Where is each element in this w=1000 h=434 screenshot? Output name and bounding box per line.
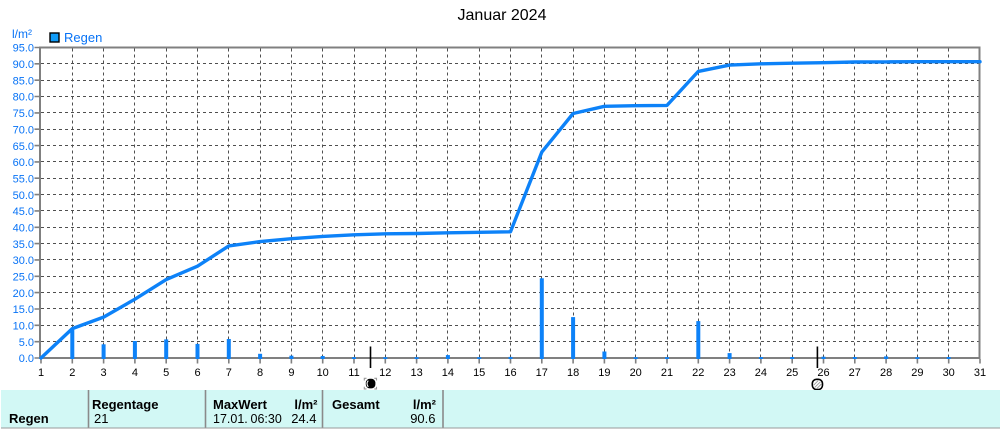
svg-text:90.6: 90.6	[410, 411, 435, 426]
svg-text:15.0: 15.0	[13, 304, 34, 316]
svg-text:12: 12	[379, 367, 391, 379]
svg-text:90.0: 90.0	[13, 59, 34, 71]
svg-text:l/m²: l/m²	[294, 397, 318, 412]
svg-text:19: 19	[598, 367, 610, 379]
svg-text:5: 5	[163, 367, 169, 379]
svg-text:11: 11	[348, 367, 359, 379]
svg-text:24.4: 24.4	[291, 411, 316, 426]
svg-text:29: 29	[911, 367, 923, 379]
svg-text:13: 13	[410, 367, 422, 379]
svg-text:Januar 2024: Januar 2024	[458, 7, 547, 24]
svg-text:27: 27	[849, 367, 861, 379]
svg-text:16: 16	[504, 367, 516, 379]
svg-text:21: 21	[94, 411, 108, 426]
svg-text:18: 18	[567, 367, 579, 379]
svg-text:70.0: 70.0	[13, 124, 34, 136]
svg-text:Regentage: Regentage	[92, 397, 158, 412]
svg-text:2: 2	[69, 367, 75, 379]
svg-text:10.0: 10.0	[13, 321, 34, 333]
svg-text:Gesamt: Gesamt	[332, 397, 380, 412]
svg-text:55.0: 55.0	[13, 173, 34, 185]
svg-text:23: 23	[723, 367, 735, 379]
svg-text:30.0: 30.0	[13, 255, 34, 267]
svg-text:26: 26	[817, 367, 829, 379]
svg-text:10: 10	[317, 367, 329, 379]
svg-text:MaxWert: MaxWert	[213, 397, 268, 412]
svg-text:l/m²: l/m²	[12, 27, 32, 41]
svg-text:20.0: 20.0	[13, 288, 34, 300]
svg-text:4: 4	[132, 367, 138, 379]
svg-text:24: 24	[755, 367, 767, 379]
svg-text:15: 15	[473, 367, 485, 379]
svg-text:1: 1	[38, 367, 44, 379]
svg-text:6: 6	[194, 367, 200, 379]
svg-text:l/m²: l/m²	[413, 397, 437, 412]
svg-text:25.0: 25.0	[13, 272, 34, 284]
svg-text:21: 21	[661, 367, 673, 379]
svg-text:3: 3	[101, 367, 107, 379]
svg-text:9: 9	[288, 367, 294, 379]
svg-text:85.0: 85.0	[13, 75, 34, 87]
svg-text:28: 28	[880, 367, 892, 379]
svg-text:7: 7	[226, 367, 232, 379]
svg-text:75.0: 75.0	[13, 108, 34, 120]
svg-text:17.01.: 17.01.	[213, 412, 248, 426]
svg-text:45.0: 45.0	[13, 206, 34, 218]
svg-text:65.0: 65.0	[13, 141, 34, 153]
svg-text:Regen: Regen	[64, 30, 102, 45]
svg-text:95.0: 95.0	[13, 43, 34, 55]
svg-text:35.0: 35.0	[13, 239, 34, 251]
svg-text:8: 8	[257, 367, 263, 379]
svg-text:31: 31	[974, 367, 986, 379]
svg-text:5.0: 5.0	[19, 337, 34, 349]
svg-text:25: 25	[786, 367, 798, 379]
svg-text:14: 14	[442, 367, 454, 379]
svg-text:Regen: Regen	[9, 411, 49, 426]
svg-text:0.0: 0.0	[19, 353, 34, 365]
svg-text:50.0: 50.0	[13, 190, 34, 202]
svg-text:40.0: 40.0	[13, 223, 34, 235]
svg-text:30: 30	[943, 367, 955, 379]
svg-text:20: 20	[630, 367, 642, 379]
svg-text:17: 17	[536, 367, 548, 379]
svg-text:22: 22	[692, 367, 704, 379]
svg-text:60.0: 60.0	[13, 157, 34, 169]
svg-text:06:30: 06:30	[251, 412, 282, 426]
svg-text:80.0: 80.0	[13, 92, 34, 104]
